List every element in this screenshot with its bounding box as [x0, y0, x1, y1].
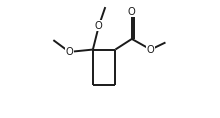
Text: O: O: [128, 7, 136, 17]
Text: O: O: [147, 45, 155, 55]
Text: O: O: [95, 21, 103, 31]
Text: O: O: [65, 47, 73, 57]
